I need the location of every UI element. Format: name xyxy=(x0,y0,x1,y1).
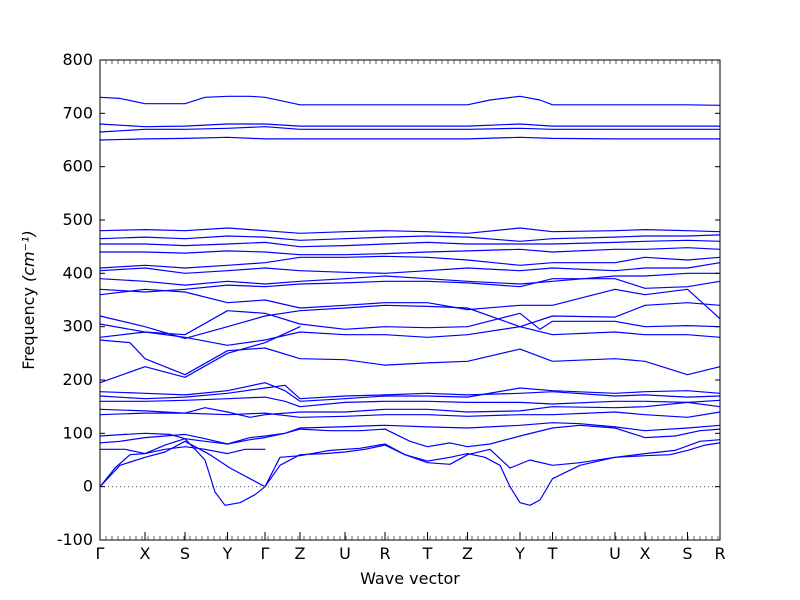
band-line-3 xyxy=(264,442,721,506)
band-line-2 xyxy=(99,440,266,488)
x-tick-label: Γ xyxy=(261,544,270,563)
band-line-12 xyxy=(99,382,721,402)
y-tick-label: 800 xyxy=(62,50,93,69)
band-lines xyxy=(99,95,721,506)
band-line-29 xyxy=(99,123,721,128)
band-line-27 xyxy=(99,136,721,141)
band-line-10 xyxy=(99,396,721,408)
y-tick-label: 200 xyxy=(62,370,93,389)
band-line-1 xyxy=(99,438,266,506)
band-line-25 xyxy=(99,234,721,242)
x-tick-label: Z xyxy=(295,544,306,563)
x-tick-label: R xyxy=(379,544,390,563)
band-line-14 xyxy=(99,339,721,376)
band-line-17 xyxy=(99,302,721,339)
axis-ticks: -100 0 100 200 300 400 500 600 700 800 Γ X S Y Γ Z U R T Z Y… xyxy=(57,50,726,563)
x-tick-label: Z xyxy=(462,544,473,563)
y-tick-label: 400 xyxy=(62,263,93,282)
band-line-5 xyxy=(99,446,266,455)
band-line-9 xyxy=(99,401,721,418)
band-line-23 xyxy=(99,247,721,256)
x-tick-label: U xyxy=(339,544,351,563)
x-axis-label: Wave vector xyxy=(360,569,460,588)
band-line-28 xyxy=(99,126,721,133)
y-tick-label: 700 xyxy=(62,103,93,122)
band-line-20 xyxy=(99,272,721,286)
x-tick-label: X xyxy=(140,544,151,563)
x-tick-label: S xyxy=(180,544,190,563)
band-line-6 xyxy=(99,424,721,448)
band-line-21 xyxy=(99,262,721,274)
band-line-19 xyxy=(99,278,721,293)
band-line-11 xyxy=(99,384,721,400)
band-line-15 xyxy=(99,326,721,346)
x-tick-label: Y xyxy=(222,544,233,563)
band-line-24 xyxy=(99,239,721,248)
x-tick-label: X xyxy=(640,544,651,563)
x-tick-label: S xyxy=(682,544,692,563)
band-line-13 xyxy=(99,326,301,384)
y-axis-label-text: Frequency xyxy=(19,282,38,370)
y-axis-label-unit: (cm⁻¹) xyxy=(19,230,38,282)
y-tick-label: 300 xyxy=(62,317,93,336)
band-line-16 xyxy=(99,310,721,336)
x-tick-label: T xyxy=(547,544,558,563)
x-tick-label: Γ xyxy=(96,544,105,563)
band-line-18 xyxy=(99,288,721,320)
y-axis-label: Frequency (cm⁻¹) xyxy=(19,230,38,369)
band-line-26 xyxy=(99,227,721,234)
band-line-22 xyxy=(99,255,721,269)
x-tick-label: R xyxy=(714,544,725,563)
band-line-4 xyxy=(264,439,721,488)
y-tick-label: 100 xyxy=(62,423,93,442)
band-line-8 xyxy=(99,411,721,418)
band-line-7 xyxy=(99,422,721,445)
x-tick-label: Y xyxy=(514,544,525,563)
y-tick-label: 0 xyxy=(83,477,93,496)
x-tick-label: T xyxy=(422,544,433,563)
y-tick-label: -100 xyxy=(57,530,93,549)
y-tick-label: 500 xyxy=(62,210,93,229)
plot-frame xyxy=(99,59,721,541)
y-tick-label: 600 xyxy=(62,157,93,176)
x-tick-label: U xyxy=(609,544,621,563)
band-line-30 xyxy=(99,95,721,106)
